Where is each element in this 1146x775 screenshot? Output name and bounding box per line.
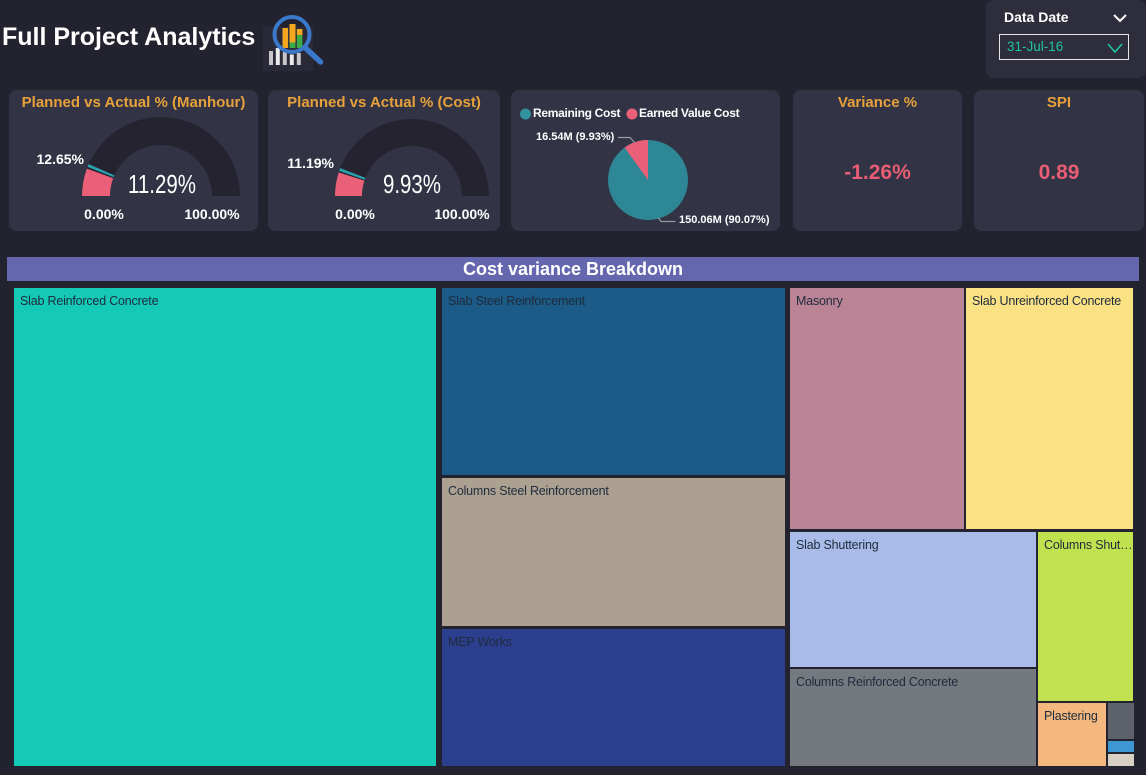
svg-text:9.93%: 9.93% [383, 169, 441, 198]
svg-text:11.29%: 11.29% [128, 169, 196, 198]
